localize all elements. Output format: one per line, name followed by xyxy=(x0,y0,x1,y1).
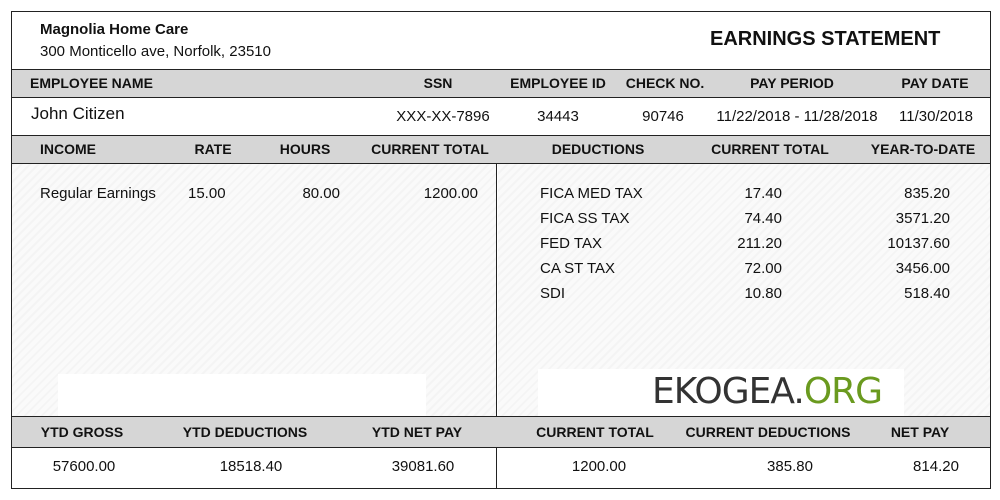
ytd-deductions: 18518.40 xyxy=(219,458,283,475)
income-total: 1200.00 xyxy=(423,185,478,202)
header-deductions: DEDUCTIONS xyxy=(551,141,645,157)
header-ytd: YEAR-TO-DATE xyxy=(870,141,976,157)
deduction-ytd: 3571.20 xyxy=(895,210,950,227)
company-address: 300 Monticello ave, Norfolk, 23510 xyxy=(40,43,271,60)
summary-current-total: 1200.00 xyxy=(571,458,627,475)
pay-date: 11/30/2018 xyxy=(899,108,973,125)
earnings-statement: Magnolia Home Care 300 Monticello ave, N… xyxy=(11,11,991,489)
deduction-name: CA ST TAX xyxy=(540,260,616,277)
watermark: EKOGEA.ORG xyxy=(652,371,883,413)
deduction-current: 17.40 xyxy=(744,185,782,202)
deduction-name: SDI xyxy=(540,285,566,302)
watermark-part1: EKOGEA. xyxy=(652,371,805,412)
deduction-current: 211.20 xyxy=(737,235,782,252)
income-header-row xyxy=(12,135,990,164)
income-rate: 15.00 xyxy=(188,185,226,202)
header-pay-date: PAY DATE xyxy=(901,75,969,91)
employee-id: 34443 xyxy=(537,108,579,125)
deduction-ytd: 835.20 xyxy=(904,185,950,202)
watermark-part2: ORG xyxy=(803,371,883,412)
column-divider xyxy=(496,164,497,489)
header-deductions-current: CURRENT TOTAL xyxy=(711,141,829,157)
header-summary-current-total: CURRENT TOTAL xyxy=(536,424,654,440)
deduction-current: 10.80 xyxy=(744,285,782,302)
ytd-net-pay: 39081.60 xyxy=(391,458,455,475)
header-ytd-net-pay: YTD NET PAY xyxy=(371,424,463,440)
header-rate: RATE xyxy=(194,141,232,157)
company-name: Magnolia Home Care xyxy=(40,21,189,38)
header-ytd-gross: YTD GROSS xyxy=(40,424,124,440)
header-employee-name: EMPLOYEE NAME xyxy=(30,75,153,91)
net-pay: 814.20 xyxy=(913,458,959,475)
income-name: Regular Earnings xyxy=(40,185,156,202)
deduction-name: FICA SS TAX xyxy=(540,210,630,227)
header-employee-id: EMPLOYEE ID xyxy=(510,75,606,91)
employee-ssn: XXX-XX-7896 xyxy=(396,108,490,125)
check-number: 90746 xyxy=(642,108,684,125)
deduction-current: 74.40 xyxy=(744,210,782,227)
header-pay-period: PAY PERIOD xyxy=(750,75,834,91)
blank-area xyxy=(58,374,426,416)
employee-name: John Citizen xyxy=(31,104,125,123)
header-income: INCOME xyxy=(40,141,96,157)
pay-period: 11/22/2018 - 11/28/2018 xyxy=(716,108,878,125)
deduction-name: FED TAX xyxy=(540,235,602,252)
deduction-ytd: 10137.60 xyxy=(887,235,950,252)
deduction-current: 72.00 xyxy=(744,260,782,277)
header-current-deductions: CURRENT DEDUCTIONS xyxy=(685,424,851,440)
ytd-gross: 57600.00 xyxy=(52,458,116,475)
deduction-ytd: 518.40 xyxy=(904,285,950,302)
current-deductions: 385.80 xyxy=(767,458,813,475)
deduction-name: FICA MED TAX xyxy=(540,185,643,202)
header-hours: HOURS xyxy=(279,141,331,157)
header-current-total: CURRENT TOTAL xyxy=(371,141,489,157)
header-net-pay: NET PAY xyxy=(890,424,950,440)
header-check-no: CHECK NO. xyxy=(625,75,705,91)
income-hours: 80.00 xyxy=(302,185,340,202)
employee-header-row xyxy=(12,69,990,98)
summary-header-row xyxy=(12,416,990,448)
document-title: EARNINGS STATEMENT xyxy=(710,28,941,50)
header-ytd-deductions: YTD DEDUCTIONS xyxy=(182,424,308,440)
deduction-ytd: 3456.00 xyxy=(895,260,950,277)
blank-area xyxy=(538,369,904,416)
header-ssn: SSN xyxy=(423,75,453,91)
